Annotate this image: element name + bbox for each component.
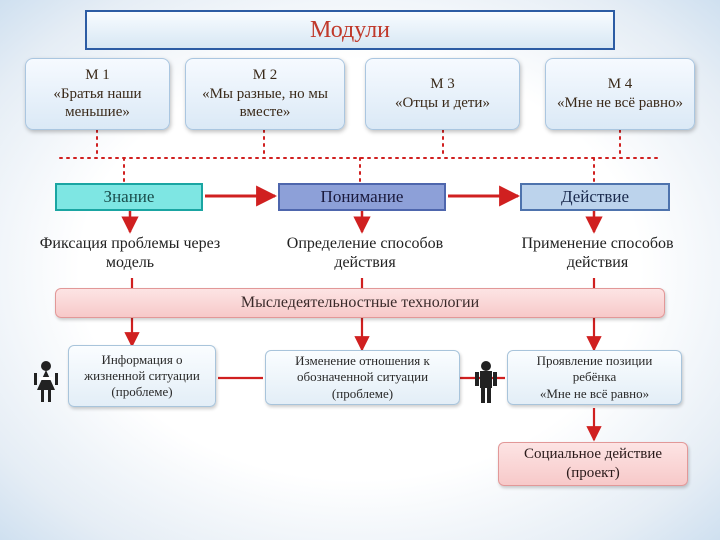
competence-label: Действие: [561, 187, 629, 207]
description-text: Применение способов действия: [510, 234, 685, 272]
girl-icon: [34, 360, 58, 406]
module-3: М 3«Отцы и дети»: [365, 58, 520, 130]
module-label: М 2«Мы разные, но мы вместе»: [192, 66, 338, 122]
tech-banner: Мыследеятельностные технологии: [55, 288, 665, 318]
module-label: М 3«Отцы и дети»: [395, 75, 490, 113]
bottom-box-2: Изменение отношения к обозначенной ситуа…: [265, 350, 460, 405]
competence-action: Действие: [520, 183, 670, 211]
module-4: М 4«Мне не всё равно»: [545, 58, 695, 130]
social-action: Социальное действие (проект): [498, 442, 688, 486]
title: Модули: [310, 17, 390, 44]
social-action-text: Социальное действие (проект): [499, 445, 687, 483]
competence-knowledge: Знание: [55, 183, 203, 211]
title-box: Модули: [85, 10, 615, 50]
description-2: Определение способов действия: [275, 232, 455, 274]
module-label: М 4«Мне не всё равно»: [557, 75, 683, 113]
bottom-box-text: Изменение отношения к обозначенной ситуа…: [272, 353, 453, 402]
bottom-box-3: Проявление позиции ребёнка«Мне не всё ра…: [507, 350, 682, 405]
competence-understanding: Понимание: [278, 183, 446, 211]
description-text: Определение способов действия: [275, 234, 455, 272]
competence-label: Понимание: [321, 187, 404, 207]
module-1: М 1«Братья наши меньшие»: [25, 58, 170, 130]
description-text: Фиксация проблемы через модель: [30, 234, 230, 272]
module-2: М 2«Мы разные, но мы вместе»: [185, 58, 345, 130]
bottom-box-1: Информация о жизненной ситуации (проблем…: [68, 345, 216, 407]
competence-label: Знание: [104, 187, 155, 207]
boy-icon: [474, 360, 498, 406]
module-label: М 1«Братья наши меньшие»: [32, 66, 163, 122]
description-3: Применение способов действия: [510, 232, 685, 274]
description-1: Фиксация проблемы через модель: [30, 232, 230, 274]
bottom-box-text: Информация о жизненной ситуации (проблем…: [75, 352, 209, 401]
bottom-box-text: Проявление позиции ребёнка«Мне не всё ра…: [514, 353, 675, 402]
banner-text: Мыследеятельностные технологии: [241, 294, 479, 312]
